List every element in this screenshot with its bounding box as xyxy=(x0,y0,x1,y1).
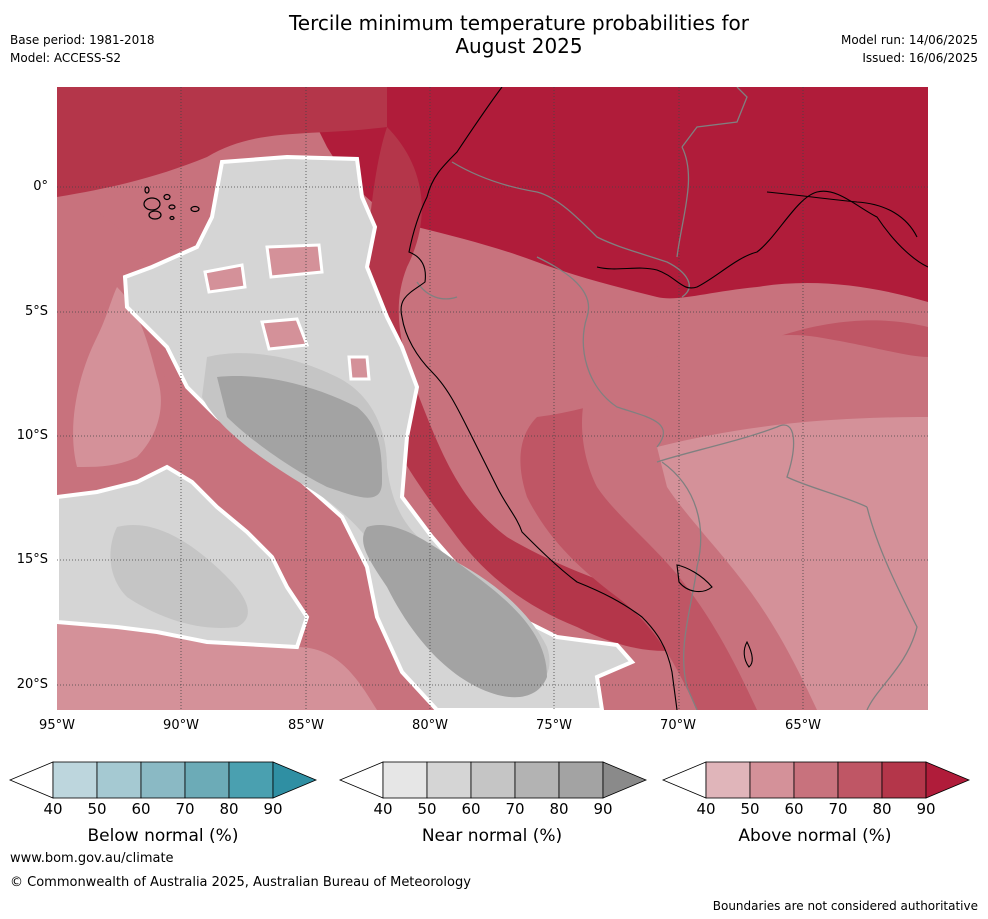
lon-label-90w: 90°W xyxy=(163,718,199,733)
lat-label-5s: 5°S xyxy=(24,304,48,319)
lon-label-80w: 80°W xyxy=(412,718,448,733)
galapagos-islands xyxy=(143,186,200,221)
colorbar-tick-label: 60 xyxy=(461,800,481,818)
colorbar-segment xyxy=(140,761,186,799)
colorbar-segment xyxy=(793,761,839,799)
coastlines xyxy=(400,87,928,710)
near-normal-50-sw-zone xyxy=(110,525,248,628)
lon-label-95w: 95°W xyxy=(39,718,75,733)
colorbar-segment xyxy=(184,761,230,799)
colorbar-tick-label: 80 xyxy=(219,800,239,818)
lon-label-85w: 85°W xyxy=(288,718,324,733)
colorbar-segment xyxy=(558,761,604,799)
colorbar-tick-label: 70 xyxy=(828,800,848,818)
colorbar-tick-label: 60 xyxy=(131,800,151,818)
colorbar-tick-label: 50 xyxy=(740,800,760,818)
colorbar-tick-label: 40 xyxy=(373,800,393,818)
colorbar-tick-label: 80 xyxy=(872,800,892,818)
colorbar-near xyxy=(338,761,648,799)
lon-label-70w: 70°W xyxy=(660,718,696,733)
colorbar-segment xyxy=(96,761,142,799)
chart-title: Tercile minimum temperature probabilitie… xyxy=(0,12,988,58)
lat-label-15s: 15°S xyxy=(16,552,48,567)
colorbar-overflow-triangle xyxy=(925,761,971,799)
colorbar-label-above: Above normal (%) xyxy=(738,826,892,846)
meta-left: Base period: 1981-2018 Model: ACCESS-S2 xyxy=(10,31,155,67)
graticule xyxy=(57,87,928,710)
colorbar-label-below: Below normal (%) xyxy=(87,826,239,846)
colorbar-segment xyxy=(228,761,274,799)
colorbar-segment xyxy=(514,761,560,799)
colorbar-tick-label: 50 xyxy=(417,800,437,818)
lake-titicaca xyxy=(676,564,753,668)
title-line-2: August 2025 xyxy=(455,34,583,58)
near-normal-70-south-zone xyxy=(363,525,547,698)
colorbar-segment xyxy=(705,761,751,799)
colorbar-tick-label: 70 xyxy=(175,800,195,818)
colorbar-tick-label: 40 xyxy=(43,800,63,818)
lat-label-20s: 20°S xyxy=(16,677,48,692)
colorbar-tick-label: 60 xyxy=(784,800,804,818)
above-80-north-ocean xyxy=(57,87,387,197)
colorbar-segment xyxy=(881,761,927,799)
lon-label-75w: 75°W xyxy=(536,718,572,733)
colorbar-above xyxy=(661,761,971,799)
base-period-text: Base period: 1981-2018 xyxy=(10,33,155,47)
colorbar-tick-label: 50 xyxy=(87,800,107,818)
colorbar-tick-label: 70 xyxy=(505,800,525,818)
colorbar-underflow-triangle xyxy=(661,761,707,799)
model-text: Model: ACCESS-S2 xyxy=(10,51,122,65)
colorbar-tick-label: 90 xyxy=(916,800,936,818)
colorbar-underflow-triangle xyxy=(338,761,384,799)
lon-label-65w: 65°W xyxy=(785,718,821,733)
above-90-north xyxy=(57,87,928,302)
colorbar-tick-label: 90 xyxy=(263,800,283,818)
colorbar-overflow-triangle xyxy=(272,761,318,799)
above-80-ring xyxy=(361,127,697,651)
colorbar-segment xyxy=(837,761,883,799)
colorbar-segment xyxy=(470,761,516,799)
colorbar-segment xyxy=(426,761,472,799)
lat-label-10s: 10°S xyxy=(16,428,48,443)
meta-right: Model run: 14/06/2025 Issued: 16/06/2025 xyxy=(841,31,978,67)
colorbars xyxy=(8,761,971,799)
colorbar-below xyxy=(8,761,318,799)
issued-text: Issued: 16/06/2025 xyxy=(862,51,978,65)
above-50-west xyxy=(73,287,161,467)
colorbar-segment xyxy=(52,761,98,799)
above-pink-south xyxy=(57,617,377,710)
above-island-2 xyxy=(265,243,324,279)
country-borders xyxy=(416,87,918,710)
disclaimer-text: Boundaries are not considered authoritat… xyxy=(712,899,978,913)
colorbar-tick-label: 90 xyxy=(593,800,613,818)
colorbar-segment xyxy=(382,761,428,799)
colorbar-ticks: 40 50 60 70 80 90 40 50 60 70 80 90 40 50 60 70 80 90 xyxy=(0,800,988,822)
forecast-map xyxy=(57,87,928,710)
colorbar-tick-label: 80 xyxy=(549,800,569,818)
colorbar-overflow-triangle xyxy=(602,761,648,799)
model-run-text: Model run: 14/06/2025 xyxy=(840,33,978,47)
above-island-4 xyxy=(347,355,371,381)
above-island-1 xyxy=(203,263,247,294)
copyright-text: © Commonwealth of Australia 2025, Austra… xyxy=(10,875,471,890)
above-island-3 xyxy=(260,317,310,351)
colorbar-underflow-triangle xyxy=(8,761,54,799)
colorbar-segment xyxy=(749,761,795,799)
above-50-inland xyxy=(657,417,928,710)
colorbar-tick-label: 40 xyxy=(696,800,716,818)
website-link[interactable]: www.bom.gov.au/climate xyxy=(10,851,174,866)
lat-label-0: 0° xyxy=(33,179,48,194)
title-line-1: Tercile minimum temperature probabilitie… xyxy=(288,11,750,35)
near-normal-70-zone xyxy=(217,376,382,498)
colorbar-label-near: Near normal (%) xyxy=(421,826,563,846)
